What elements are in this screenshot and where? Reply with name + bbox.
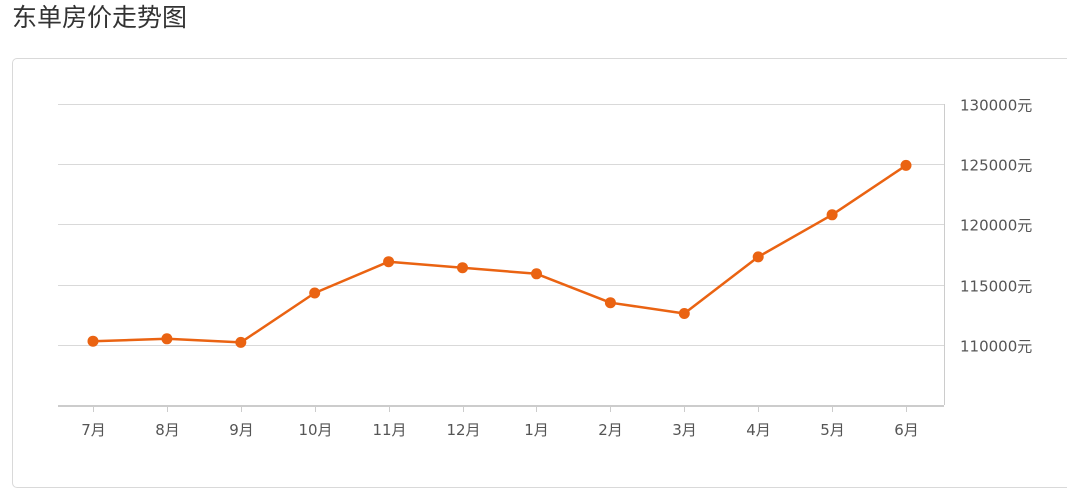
x-tick-label: 7月 [81, 421, 106, 439]
y-tick-label: 120000元 [960, 217, 1032, 235]
label-layer: 110000元 115000元 120000元 125000元 130000元 7月 8月 9… [81, 97, 1032, 440]
x-tick-label: 10月 [298, 421, 332, 439]
data-point [531, 268, 542, 280]
x-tick-label: 9月 [229, 421, 254, 439]
x-tick-label: 1月 [524, 421, 549, 439]
data-point [383, 256, 395, 268]
y-tick-label: 115000元 [960, 278, 1032, 296]
data-point [900, 159, 912, 171]
x-tick-label: 11月 [372, 421, 406, 439]
series-layer [87, 159, 912, 348]
data-point [161, 333, 173, 345]
data-point [87, 335, 99, 347]
series-line [91, 164, 908, 344]
grid-layer [58, 104, 944, 346]
x-tick-label: 8月 [155, 421, 180, 439]
x-tick-label: 3月 [672, 421, 697, 439]
y-tick-label: 125000元 [960, 157, 1032, 175]
axis-layer [58, 104, 945, 412]
data-point [309, 287, 321, 299]
data-point [235, 336, 247, 348]
data-point [752, 251, 764, 263]
page-title: 东单房价走势图 [12, 3, 188, 32]
x-tick-label: 6月 [894, 421, 919, 439]
data-point [678, 308, 690, 319]
x-tick-label: 5月 [820, 421, 845, 439]
data-point [604, 297, 616, 309]
y-tick-label: 130000元 [960, 97, 1032, 115]
x-tick-label: 2月 [598, 421, 623, 439]
data-point [457, 262, 468, 274]
y-tick-label: 110000元 [960, 338, 1032, 356]
x-tick-label: 4月 [746, 421, 771, 439]
data-point [826, 209, 838, 221]
x-tick-label: 12月 [446, 421, 480, 439]
price-trend-chart: 110000元 115000元 120000元 125000元 130000元 7月 8月 9… [58, 97, 1032, 440]
